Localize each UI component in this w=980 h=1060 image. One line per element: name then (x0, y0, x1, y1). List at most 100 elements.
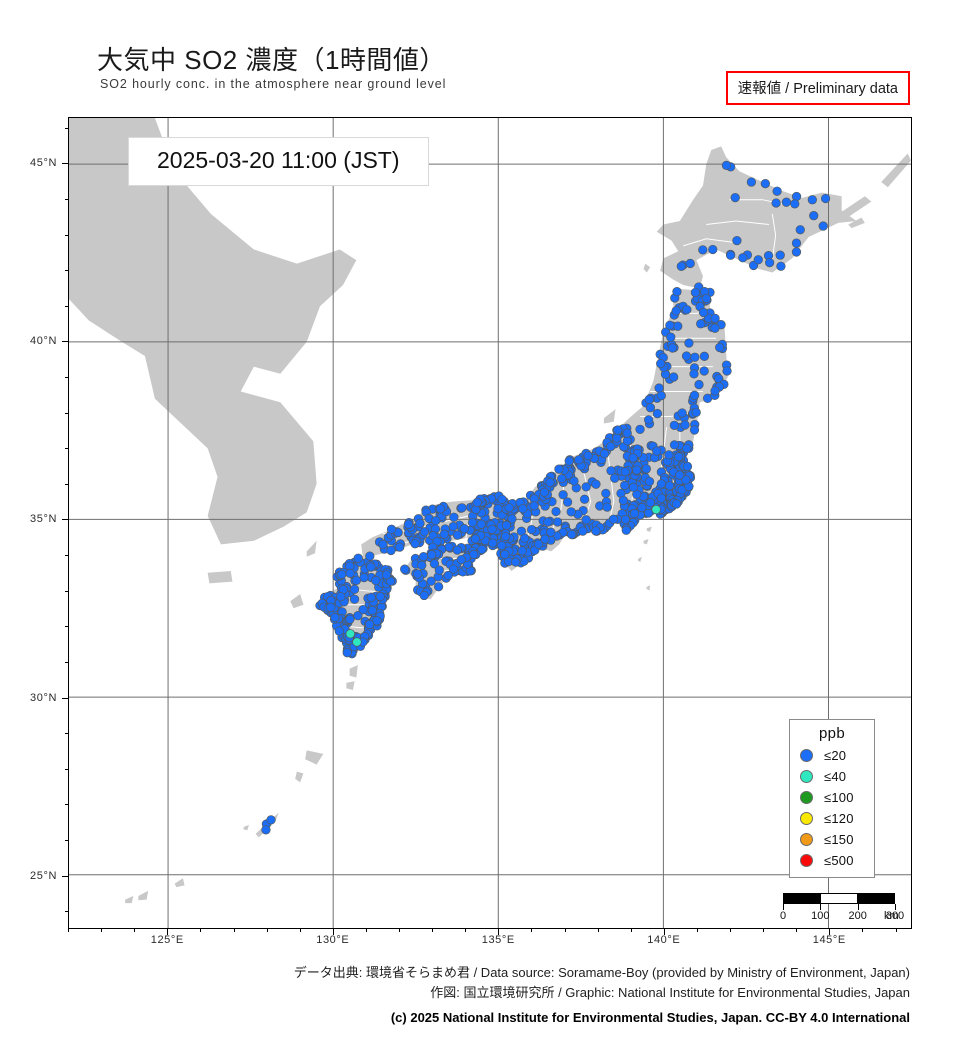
station-dot-hokkaido (781, 197, 792, 207)
lat-minor-tick-46 (65, 127, 68, 129)
station-dot-shikoku (456, 554, 467, 565)
scale-bar-tick-2 (857, 904, 859, 910)
scale-bar-number-0: 0 (779, 910, 787, 922)
station-dot-tohoku (710, 386, 720, 396)
lon-minor-tick-142 (730, 929, 731, 932)
legend-row-4[interactable]: ≤150 (790, 829, 874, 850)
station-dot-kanto (652, 446, 662, 456)
scale-bar-number-3: 300 (885, 910, 905, 922)
landmass-14 (349, 665, 358, 678)
station-dot-hokkaido (676, 261, 686, 271)
lon-minor-tick-127 (233, 929, 235, 932)
station-dot-chubu (620, 514, 631, 525)
station-dot-kansai (519, 533, 530, 543)
station-dot-kansai (507, 514, 517, 524)
lon-minor-tick-132 (399, 929, 400, 932)
lon-minor-tick-123 (101, 929, 103, 932)
station-dot-chubu (629, 508, 640, 519)
station-dot-hokkaido (708, 244, 718, 255)
lon-minor-tick-122 (68, 929, 69, 932)
lat-minor-tick-34 (65, 555, 68, 557)
station-dot-kyushu (345, 568, 355, 578)
station-dot-chugoku (439, 529, 449, 539)
landmass-6 (643, 263, 651, 273)
legend-row-5[interactable]: ≤500 (790, 850, 874, 871)
lon-minor-tick-145 (829, 929, 831, 932)
legend-label-0: ≤20 (824, 748, 847, 763)
station-dot-hokkaido (818, 221, 828, 231)
station-dot-hokkaido (746, 177, 757, 187)
legend-dot-icon-4 (800, 833, 813, 846)
station-dot-kansai (488, 538, 498, 548)
legend-row-3[interactable]: ≤120 (790, 808, 874, 829)
legend-row-1[interactable]: ≤40 (790, 766, 874, 787)
station-dot-hokkaido (795, 225, 805, 235)
station-dot-kanto (656, 493, 667, 503)
footer-data-source: データ出典: 環境省そらまめ君 / Data source: Soramame-… (293, 965, 910, 980)
station-dot-chubu (578, 526, 588, 536)
scale-bar-segments (783, 893, 895, 904)
legend-dot-icon-5 (800, 854, 813, 867)
station-dot-tohoku (669, 372, 679, 382)
station-dot-tohoku (671, 306, 681, 316)
station-dot-shikoku (434, 565, 444, 575)
legend-row-2[interactable]: ≤100 (790, 787, 874, 808)
station-dot-chugoku (435, 504, 446, 514)
station-dot-kyushu (364, 619, 375, 630)
scale-bar-segment-2 (858, 894, 894, 903)
station-dot-hokkaido (725, 250, 736, 260)
legend-dot-icon-3 (800, 812, 813, 825)
station-dot-hokkaido (775, 250, 785, 260)
landmass-4 (881, 153, 911, 188)
legend-label-5: ≤500 (824, 853, 854, 868)
station-dot-tohoku (689, 369, 699, 379)
map-plot-area[interactable] (68, 117, 912, 929)
station-dot-tohoku (681, 351, 692, 361)
station-dot-chubu (613, 425, 623, 435)
legend-row-0[interactable]: ≤20 (790, 745, 874, 766)
lon-minor-tick-143 (763, 929, 765, 932)
legend-title: ppb (819, 725, 845, 742)
lon-minor-tick-126 (200, 929, 202, 932)
lat-minor-tick-29 (65, 733, 68, 735)
lat-minor-tick-26 (65, 840, 68, 841)
lon-minor-tick-125 (167, 929, 169, 932)
station-dot-kanto (682, 443, 692, 454)
lat-minor-tick-42 (65, 270, 68, 272)
station-dot-chubu (579, 494, 590, 504)
station-dot-shikoku (433, 582, 444, 592)
station-dot-chubu (620, 480, 630, 491)
page-subtitle: SO2 hourly conc. in the atmosphere near … (100, 77, 447, 91)
lat-minor-tick-35 (65, 519, 68, 521)
landmass-24 (643, 538, 649, 545)
landmass-8 (603, 409, 616, 424)
station-dot-kyushu (371, 575, 381, 586)
station-dot-chugoku (467, 517, 478, 528)
station-dot-hokkaido (771, 198, 781, 208)
landmass-13 (306, 540, 317, 557)
station-dot-kyushu (367, 605, 378, 616)
station-dot-kanto (675, 470, 685, 480)
station-dot-kansai (533, 539, 544, 549)
station-dot-chubu (554, 464, 564, 474)
station-dot-kyushu (358, 604, 368, 615)
station-dot-kyushu (351, 575, 362, 585)
station-dot-chugoku (472, 497, 482, 508)
station-dot-kanto (669, 440, 680, 450)
station-dot-hokkaido (730, 192, 740, 203)
station-dot-chubu (608, 514, 619, 524)
station-dot-kansai (529, 501, 539, 511)
lon-minor-tick-129 (299, 929, 301, 932)
station-dot-tohoku (699, 351, 710, 361)
scale-bar-ticks (783, 904, 896, 910)
lat-minor-tick-45 (65, 163, 68, 165)
station-dot-chubu (567, 529, 577, 540)
lon-minor-tick-131 (365, 929, 367, 932)
station-dot-hokkaido (764, 258, 775, 268)
legend-label-3: ≤120 (824, 811, 854, 826)
station-dot-chubu (628, 453, 638, 463)
station-dot-kanto (645, 498, 656, 508)
station-dot-chubu (552, 517, 563, 527)
station-dot-kansai (497, 494, 507, 504)
station-dot-chubu (606, 441, 616, 452)
